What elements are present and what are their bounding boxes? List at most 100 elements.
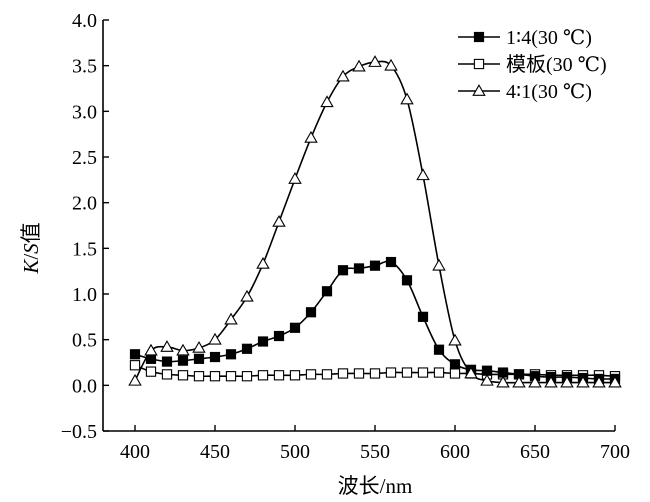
data-point <box>128 373 142 386</box>
data-point <box>592 375 606 388</box>
data-point <box>433 344 445 355</box>
data-point <box>321 286 333 297</box>
y-tick-label: 0.5 <box>72 330 97 352</box>
data-point <box>337 265 349 276</box>
data-point <box>608 375 622 388</box>
series-line <box>134 260 616 380</box>
x-tick-label: 550 <box>360 441 390 463</box>
y-axis-title: K/S值 <box>19 222 43 274</box>
y-axis-title-k: K <box>19 259 43 275</box>
data-point <box>257 336 269 347</box>
data-point <box>385 367 397 378</box>
y-tick-label: −0.5 <box>61 421 97 443</box>
data-point <box>193 371 205 382</box>
data-point <box>416 168 430 181</box>
x-tick-label: 450 <box>200 441 230 463</box>
legend-label: 模板(30 ℃) <box>506 53 607 76</box>
data-point <box>129 360 141 371</box>
data-point <box>129 349 141 360</box>
data-point <box>241 371 253 382</box>
x-tick-label: 600 <box>440 441 470 463</box>
data-point <box>193 353 205 364</box>
data-point <box>449 368 461 379</box>
data-point <box>225 349 237 360</box>
data-point <box>272 214 286 227</box>
x-tick-label: 650 <box>520 441 550 463</box>
y-tick-label: 0.0 <box>72 375 97 397</box>
x-axis-title: 波长/nm <box>338 474 413 498</box>
data-point <box>176 343 190 356</box>
data-point <box>208 332 222 345</box>
y-tick-label: 3.5 <box>72 56 97 78</box>
legend-marker <box>473 58 485 70</box>
legend-entry-0: 1∶4(30 ℃) <box>458 27 592 49</box>
data-point <box>209 351 221 363</box>
data-point <box>289 322 301 333</box>
data-point <box>177 355 189 366</box>
legend-entry-2: 4∶1(30 ℃) <box>458 81 592 103</box>
data-point <box>560 375 574 388</box>
y-axis-title-s: S <box>19 243 43 254</box>
data-point <box>417 367 429 378</box>
data-point <box>273 370 285 381</box>
data-point <box>241 343 253 354</box>
y-tick-label: 4.0 <box>72 10 97 32</box>
data-point <box>209 371 221 382</box>
data-point <box>336 69 350 82</box>
series-0 <box>129 256 621 385</box>
data-point <box>496 375 510 388</box>
data-point <box>256 256 270 269</box>
data-point <box>145 366 157 377</box>
y-tick-label: 1.0 <box>72 284 97 306</box>
data-point <box>369 260 381 271</box>
legend-marker <box>472 84 486 96</box>
data-point <box>464 366 478 379</box>
axes: 400 450 500 550 600 650 700 −0.5 0.0 0.5 1.0 1.5 2.0… <box>61 10 630 463</box>
data-point <box>161 369 173 380</box>
data-point <box>417 311 429 322</box>
y-tick-label: 1.5 <box>72 238 97 260</box>
data-point <box>160 340 174 352</box>
legend-marker <box>473 31 485 43</box>
x-tick-label: 500 <box>280 441 310 463</box>
data-point <box>289 370 301 381</box>
data-point <box>305 307 317 318</box>
y-tick-label: 2.0 <box>72 193 97 215</box>
data-point <box>353 263 365 274</box>
data-point <box>321 369 333 380</box>
data-point <box>384 58 398 71</box>
data-point <box>448 333 462 346</box>
data-point <box>337 368 349 379</box>
legend-label: 1∶4(30 ℃) <box>506 27 592 49</box>
data-point <box>369 368 381 379</box>
data-point <box>225 371 237 382</box>
data-point <box>240 289 254 302</box>
data-point <box>432 258 446 271</box>
data-point <box>177 370 189 381</box>
data-point <box>512 375 526 388</box>
data-point <box>352 59 366 72</box>
data-point <box>433 367 445 378</box>
data-point <box>224 312 238 325</box>
data-point <box>385 256 397 268</box>
series-line <box>134 60 615 384</box>
legend: 1∶4(30 ℃) 模板(30 ℃) 4∶1(30 ℃) <box>458 27 607 103</box>
legend-entry-1: 模板(30 ℃) <box>458 53 607 76</box>
data-point <box>288 172 302 184</box>
data-point <box>353 368 365 379</box>
x-tick-label: 400 <box>120 441 150 463</box>
data-point <box>400 92 414 105</box>
data-point <box>305 369 317 380</box>
data-point <box>480 373 494 386</box>
data-point <box>161 356 173 367</box>
data-point <box>449 359 461 370</box>
series-2 <box>128 55 622 388</box>
data-point <box>576 375 590 388</box>
y-tick-label: 3.0 <box>72 101 97 123</box>
data-point <box>320 95 334 108</box>
data-point <box>192 340 206 353</box>
data-point <box>401 367 413 378</box>
x-tick-label: 700 <box>600 441 630 463</box>
data-point <box>544 375 558 388</box>
data-point <box>368 55 382 67</box>
